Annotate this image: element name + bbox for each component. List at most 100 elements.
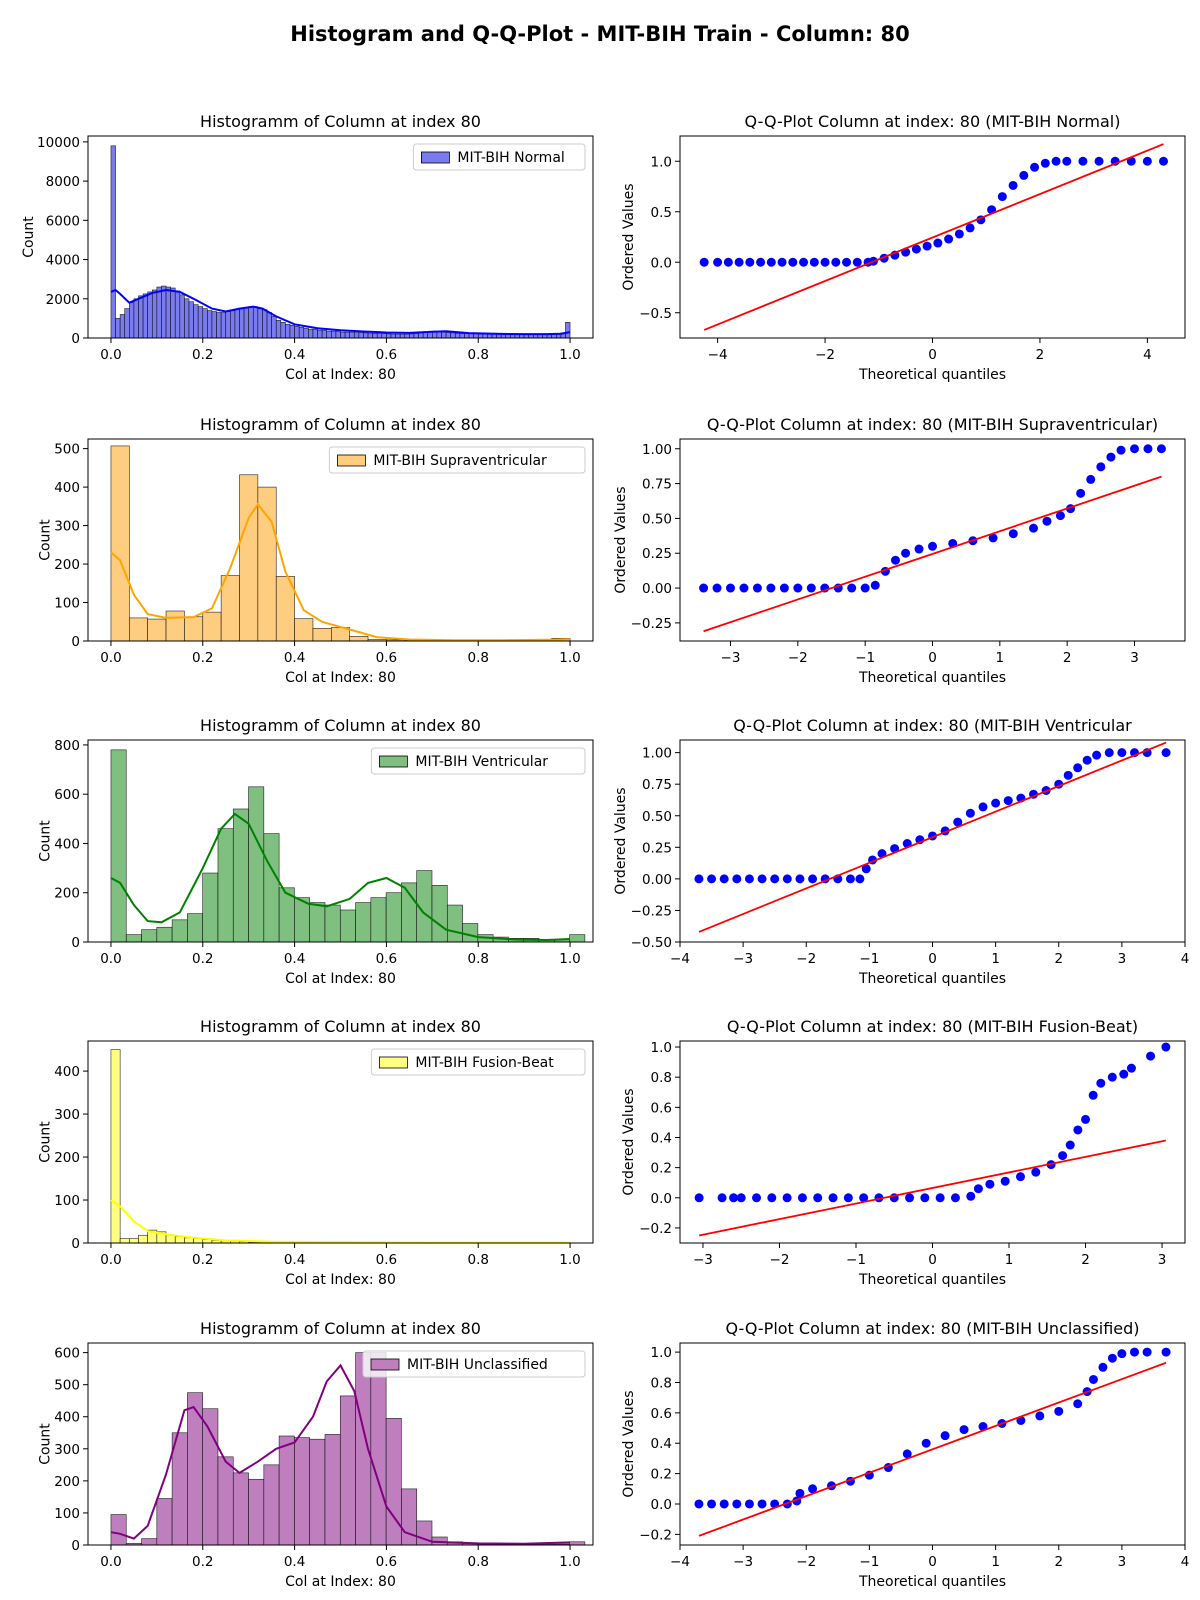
qq-point xyxy=(793,583,803,593)
y-tick-label: 500 xyxy=(54,1378,80,1394)
y-tick-label: 0.6 xyxy=(651,1100,672,1116)
histogram-bar xyxy=(464,333,470,339)
histogram-bar xyxy=(248,1478,265,1546)
x-tick-label: 4 xyxy=(1181,951,1190,967)
qq-point xyxy=(845,874,855,884)
x-tick-label: −3 xyxy=(721,650,741,666)
histogram-bar xyxy=(324,904,341,943)
legend-box xyxy=(370,747,586,775)
legend: MIT-BIH Supraventricular xyxy=(328,446,586,474)
x-tick-label: 0.8 xyxy=(467,1252,488,1268)
subplot-title: Q-Q-Plot Column at index: 80 (MIT-BIH Fu… xyxy=(727,1017,1138,1036)
qq-point xyxy=(1146,1051,1156,1061)
subplot-9: Histogramm of Column at index 80 0.0 0.2 0.… xyxy=(37,1319,594,1590)
qq-point xyxy=(712,583,722,593)
histogram-bar xyxy=(381,333,387,339)
histogram-bar xyxy=(303,327,309,339)
x-tick-label: −3 xyxy=(733,951,753,967)
qq-point xyxy=(1156,444,1166,454)
x-tick-label: −2 xyxy=(815,347,835,363)
histogram-bar xyxy=(321,329,328,339)
qq-point xyxy=(991,798,1001,808)
histogram-bar xyxy=(441,331,447,339)
qq-point xyxy=(1161,1042,1171,1052)
qq-point xyxy=(860,583,870,593)
x-tick-label: 0 xyxy=(928,1554,937,1570)
histogram-bar xyxy=(324,1434,341,1546)
y-tick-label: 200 xyxy=(54,1474,80,1490)
qq-point xyxy=(902,1449,912,1459)
histogram-bar xyxy=(141,1538,158,1546)
histogram-bar xyxy=(119,1238,130,1244)
x-tick-label: 2 xyxy=(1036,347,1045,363)
histogram-bar xyxy=(263,1464,280,1546)
histogram-bar xyxy=(232,808,249,943)
qq-point xyxy=(719,874,729,884)
histogram-bar xyxy=(193,304,199,339)
qq-point xyxy=(1143,444,1153,454)
qq-point xyxy=(797,1193,807,1203)
histogram-bar xyxy=(165,1234,176,1244)
qq-point xyxy=(806,583,816,593)
histogram-bar xyxy=(243,307,249,339)
histogram-bar xyxy=(386,333,392,339)
qq-point xyxy=(1015,1172,1025,1182)
legend: MIT-BIH Normal xyxy=(412,143,586,171)
y-tick-label: −0.5 xyxy=(639,306,672,322)
qq-point xyxy=(726,583,735,593)
x-axis-label: Col at Index: 80 xyxy=(285,670,396,686)
qq-point xyxy=(717,1193,727,1203)
qq-point xyxy=(1107,1353,1117,1363)
qq-point xyxy=(766,583,776,593)
x-tick-label: 0.0 xyxy=(100,1554,121,1570)
qq-point xyxy=(1117,748,1127,758)
qq-point xyxy=(950,1193,960,1203)
qq-point xyxy=(770,874,780,884)
qq-point xyxy=(842,257,852,267)
qq-point xyxy=(1159,156,1169,166)
qq-fit-line xyxy=(698,1139,1167,1237)
qq-point xyxy=(905,1193,915,1203)
y-tick-label: 0 xyxy=(71,1236,80,1252)
x-tick-label: 0.4 xyxy=(284,1252,305,1268)
qq-point xyxy=(965,223,975,233)
legend-label: MIT-BIH Fusion-Beat xyxy=(415,1055,554,1071)
legend-swatch xyxy=(370,1358,400,1371)
histogram-bar xyxy=(349,331,355,339)
x-tick-label: −2 xyxy=(788,650,808,666)
y-tick-label: 200 xyxy=(54,886,80,902)
y-axis-label: Ordered Values xyxy=(621,1390,637,1497)
x-tick-label: −4 xyxy=(670,951,690,967)
qq-point xyxy=(1088,1090,1098,1100)
y-tick-label: 2000 xyxy=(46,292,80,308)
histogram-bar xyxy=(110,1514,127,1546)
qq-point xyxy=(1094,156,1104,166)
x-tick-label: 0.4 xyxy=(284,650,305,666)
y-tick-label: 0.75 xyxy=(642,777,672,793)
qq-point xyxy=(953,817,963,827)
histogram-bar xyxy=(370,897,387,943)
qq-point xyxy=(808,874,818,884)
qq-point xyxy=(1031,1167,1041,1177)
qq-point xyxy=(1078,156,1088,166)
legend-box xyxy=(362,1350,586,1378)
histogram-bar xyxy=(202,1408,219,1546)
qq-point xyxy=(847,583,857,593)
qq-point xyxy=(1117,1349,1127,1359)
x-tick-label: 0.0 xyxy=(100,951,121,967)
qq-point xyxy=(1073,1125,1083,1135)
qq-point xyxy=(1008,529,1018,539)
qq-point xyxy=(1008,180,1018,190)
qq-point xyxy=(707,1499,717,1509)
qq-point xyxy=(736,1193,746,1203)
subplot-6: Q-Q-Plot Column at index: 80 (MIT-BIH Ve… xyxy=(613,716,1189,987)
qq-point xyxy=(1062,156,1072,166)
legend-label: MIT-BIH Supraventricular xyxy=(373,453,547,469)
qq-point xyxy=(1003,796,1013,806)
y-tick-label: 8000 xyxy=(46,174,80,190)
subplot-3: Histogramm of Column at index 80 0.0 0.2 0.… xyxy=(37,415,594,686)
histogram-bar xyxy=(312,628,332,642)
qq-point xyxy=(978,802,988,812)
axes-frame xyxy=(87,739,594,943)
